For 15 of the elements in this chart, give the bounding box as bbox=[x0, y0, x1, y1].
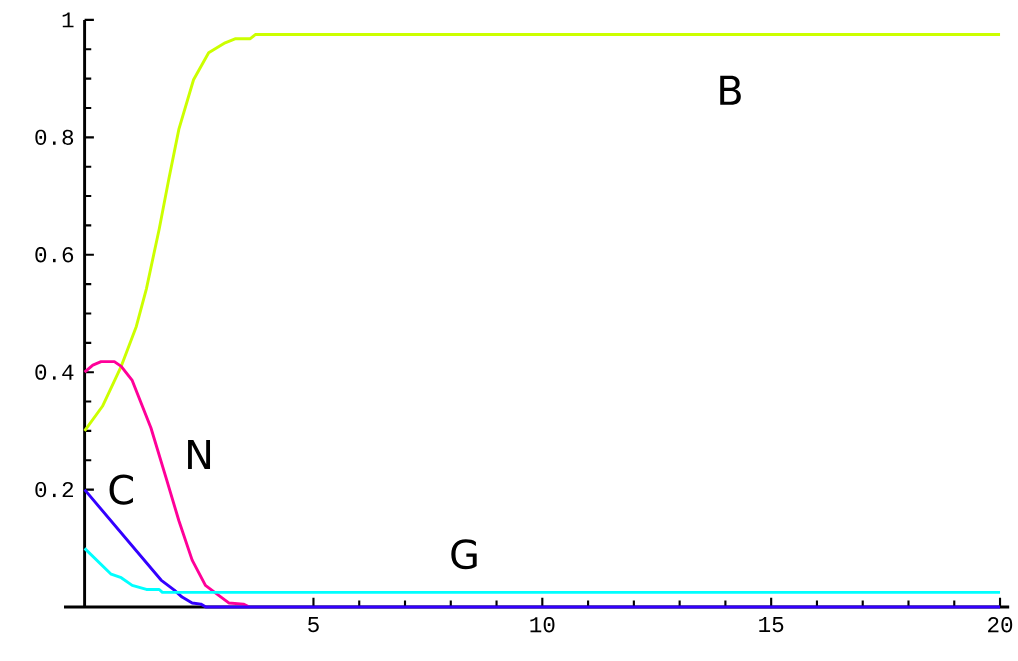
y-tick-label: 0.4 bbox=[35, 364, 74, 380]
series-label: C bbox=[109, 474, 133, 505]
line-series bbox=[83, 33, 1002, 433]
line-series bbox=[83, 360, 251, 609]
series-label: N bbox=[188, 439, 211, 470]
y-tick-label: 1 bbox=[62, 12, 74, 28]
y-tick-label: 0.8 bbox=[35, 129, 74, 146]
x-tick-label: 20 bbox=[988, 617, 1013, 633]
x-tick-label: 5 bbox=[308, 617, 319, 633]
series-label: B bbox=[720, 75, 741, 105]
series-label: G bbox=[451, 539, 477, 570]
y-tick-label: 0.6 bbox=[35, 247, 74, 263]
x-tick-label: 10 bbox=[530, 617, 555, 633]
x-tick-label: 15 bbox=[759, 617, 784, 633]
y-tick-label: 0.2 bbox=[35, 482, 74, 498]
